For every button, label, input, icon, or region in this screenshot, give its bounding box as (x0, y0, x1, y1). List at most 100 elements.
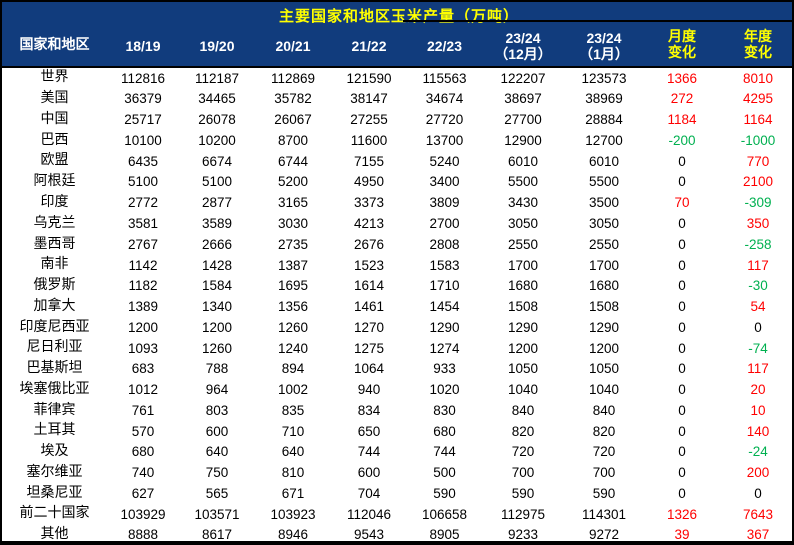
change-value-cell: -309 (744, 195, 772, 211)
change-value-cell: 140 (746, 423, 770, 439)
change-value-cell: 0 (678, 319, 686, 335)
production-value-cell: 940 (357, 382, 381, 398)
change-value-cell: 117 (747, 361, 769, 377)
production-value-cell: 1050 (507, 361, 539, 377)
country-name-cell: 印度尼西亚 (19, 319, 90, 335)
change-value-cell: 0 (678, 153, 686, 169)
country-name-cell: 其他 (40, 527, 69, 543)
change-value-cell: -200 (668, 132, 696, 148)
production-value-cell: 700 (592, 465, 616, 481)
country-name-cell: 美国 (40, 91, 69, 107)
table-row: 坦桑尼亚 627 565 671 704 590 590 590 0 0 (2, 483, 792, 504)
production-value-cell: 122207 (500, 70, 546, 86)
change-value-cell: 39 (674, 527, 690, 543)
production-value-cell: 112869 (270, 70, 316, 86)
production-value-cell: 600 (205, 423, 229, 439)
production-value-cell: 3589 (201, 215, 233, 231)
production-value-cell: 720 (511, 444, 535, 460)
production-value-cell: 3373 (353, 195, 385, 211)
production-value-cell: 2666 (201, 236, 233, 252)
production-value-cell: 2550 (507, 236, 539, 252)
column-header-21-22: 21/22 (331, 26, 407, 68)
production-value-cell: 1680 (588, 278, 620, 294)
column-header-month-change: 月度 变化 (644, 26, 720, 68)
production-value-cell: 1290 (429, 319, 460, 335)
change-value-cell: 770 (746, 153, 770, 169)
table-row: 巴基斯坦 683 788 894 1064 933 1050 1050 0 117 (2, 359, 792, 380)
production-value-cell: 1387 (277, 257, 309, 273)
production-value-cell: 10200 (198, 132, 236, 148)
production-value-cell: 34674 (425, 91, 464, 107)
country-name-cell: 加拿大 (33, 298, 76, 314)
production-value-cell: 1182 (128, 278, 158, 294)
change-value-cell: -1000 (740, 132, 776, 148)
production-value-cell: 1200 (201, 319, 233, 335)
change-value-cell: 200 (746, 465, 770, 481)
country-name-cell: 南非 (40, 257, 69, 273)
change-value-cell: 0 (678, 465, 686, 481)
production-value-cell: 3050 (588, 215, 620, 231)
production-value-cell: 2767 (127, 236, 159, 252)
production-value-cell: 36379 (124, 91, 162, 107)
change-value-cell: 1184 (667, 112, 697, 128)
production-value-cell: 1002 (277, 382, 309, 398)
production-value-cell: 6435 (127, 153, 159, 169)
production-value-cell: 1142 (128, 257, 158, 273)
production-value-cell: 894 (281, 361, 305, 377)
country-name-cell: 俄罗斯 (33, 278, 76, 294)
table-row: 南非 1142 1428 1387 1523 1583 1700 1700 0 117 (2, 255, 792, 276)
production-value-cell: 1260 (201, 340, 233, 356)
production-value-cell: 2676 (353, 236, 385, 252)
country-name-cell: 印度 (40, 194, 69, 210)
production-value-cell: 1050 (588, 361, 620, 377)
change-value-cell: 0 (678, 361, 686, 377)
country-name-cell: 墨西哥 (33, 236, 76, 252)
change-value-cell: 0 (754, 485, 762, 501)
country-name-cell: 巴基斯坦 (26, 361, 83, 377)
production-value-cell: 25717 (124, 112, 162, 128)
production-value-cell: 1356 (277, 299, 309, 315)
table-row: 土耳其 570 600 710 650 680 820 820 0 140 (2, 421, 792, 442)
table-row: 菲律宾 761 803 835 834 830 840 840 0 10 (2, 400, 792, 421)
production-value-cell: 1508 (507, 299, 539, 315)
production-value-cell: 840 (592, 402, 616, 418)
production-value-cell: 3030 (277, 215, 309, 231)
production-value-cell: 810 (281, 465, 305, 481)
production-value-cell: 35782 (274, 91, 312, 107)
production-value-cell: 103923 (270, 506, 316, 522)
country-name-cell: 菲律宾 (33, 402, 76, 418)
production-value-cell: 8617 (201, 527, 233, 543)
production-value-cell: 11600 (350, 132, 388, 148)
production-value-cell: 3400 (429, 174, 460, 190)
change-value-cell: 0 (754, 319, 762, 335)
country-name-cell: 中国 (40, 111, 69, 127)
production-value-cell: 680 (131, 444, 155, 460)
change-value-cell: 0 (678, 423, 686, 439)
change-value-cell: 0 (678, 278, 686, 294)
production-value-cell: 1274 (429, 340, 460, 356)
production-value-cell: 26067 (274, 112, 312, 128)
change-value-cell: 54 (750, 299, 766, 315)
production-value-cell: 114301 (581, 506, 627, 522)
production-value-cell: 1200 (588, 340, 620, 356)
production-value-cell: 740 (131, 465, 155, 481)
table-row: 世界 112816 112187 112869 121590 115563 122207 12… (2, 67, 792, 89)
production-value-cell: 1584 (201, 278, 233, 294)
production-value-cell: 12900 (504, 132, 542, 148)
table-row: 印度尼西亚 1200 1200 1260 1270 1290 1290 1290 0 0 (2, 317, 792, 338)
change-value-cell: 8010 (742, 70, 774, 86)
table-row: 美国 36379 34465 35782 38147 34674 38697 38969 272… (2, 89, 792, 110)
title-row: 主要国家和地区玉米产量（万吨） (2, 2, 792, 26)
production-value-cell: 112975 (500, 506, 546, 522)
production-value-cell: 1695 (277, 278, 309, 294)
production-value-cell: 744 (357, 444, 381, 460)
change-value-cell: 1326 (666, 506, 698, 522)
production-value-cell: 830 (433, 402, 456, 418)
production-value-cell: 5240 (429, 153, 460, 169)
table-row: 阿根廷 5100 5100 5200 4950 3400 5500 5500 0 2100 (2, 172, 792, 193)
production-value-cell: 5100 (127, 174, 159, 190)
change-value-cell: 70 (674, 195, 690, 211)
production-value-cell: 1710 (429, 278, 460, 294)
production-value-cell: 121590 (346, 70, 392, 86)
country-name-cell: 前二十国家 (19, 506, 90, 522)
